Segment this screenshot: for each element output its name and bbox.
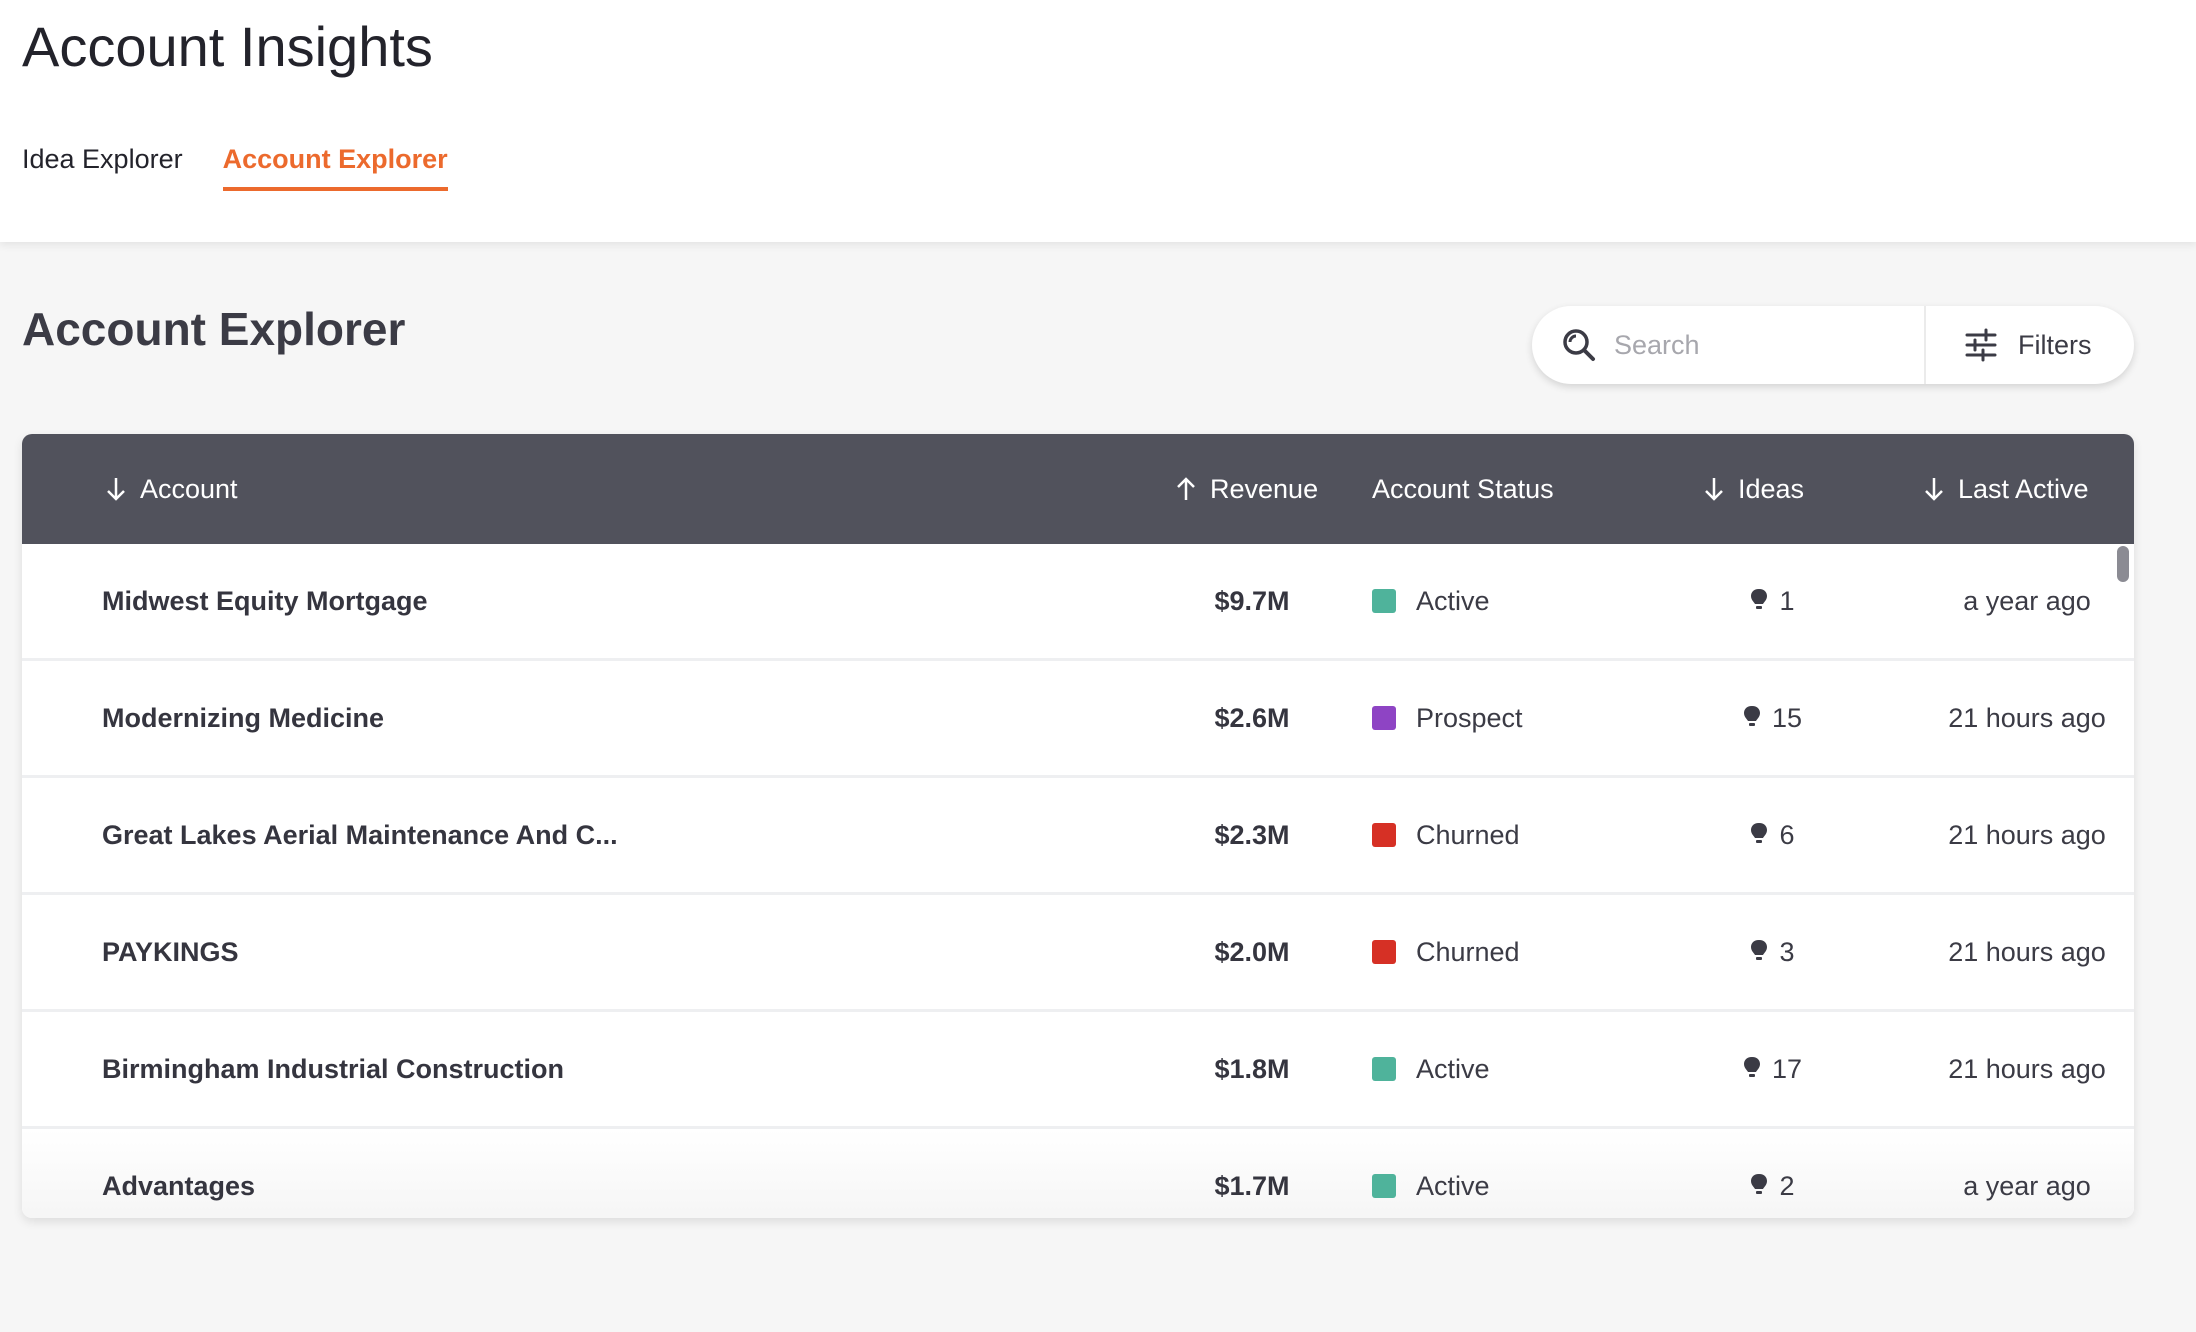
account-status: Prospect <box>1372 661 1523 775</box>
table-header: Account Revenue Account Status Ideas Las… <box>22 434 2134 544</box>
status-swatch <box>1372 823 1396 847</box>
revenue-value: $1.8M <box>1214 1053 1290 1084</box>
last-active: 21 hours ago <box>1948 702 2106 733</box>
sliders-icon <box>1964 328 1998 362</box>
top-header: Account Insights Idea Explorer Account E… <box>0 0 2196 242</box>
arrow-down-icon <box>104 475 128 503</box>
status-label: Churned <box>1416 819 1520 850</box>
account-name[interactable]: Great Lakes Aerial Maintenance And C... <box>102 819 618 850</box>
revenue-value: $2.6M <box>1214 702 1290 733</box>
ideas-count: 1 <box>1692 544 1852 658</box>
lightbulb-icon <box>1742 1055 1762 1083</box>
table-row[interactable]: Birmingham Industrial Construction $1.8M… <box>22 1012 2134 1129</box>
ideas-value: 3 <box>1779 936 1795 967</box>
last-active: 21 hours ago <box>1948 819 2106 850</box>
account-name[interactable]: PAYKINGS <box>102 936 239 967</box>
column-header-last-active[interactable]: Last Active <box>1922 434 2089 544</box>
account-name[interactable]: Birmingham Industrial Construction <box>102 1053 565 1084</box>
tab-account-explorer[interactable]: Account Explorer <box>222 144 448 191</box>
table-row[interactable]: Midwest Equity Mortgage $9.7M Active 1 a… <box>22 544 2134 661</box>
column-header-revenue[interactable]: Revenue <box>1174 434 1318 544</box>
ideas-value: 6 <box>1779 819 1795 850</box>
search-icon <box>1562 328 1596 362</box>
last-active: 21 hours ago <box>1948 936 2106 967</box>
revenue-value: $1.7M <box>1214 1170 1290 1201</box>
status-swatch <box>1372 706 1396 730</box>
ideas-value: 1 <box>1779 585 1795 616</box>
ideas-value: 17 <box>1771 1053 1803 1084</box>
filters-label: Filters <box>2018 329 2092 360</box>
search-filter-bar: Filters <box>1532 306 2134 384</box>
revenue-value: $9.7M <box>1214 585 1290 616</box>
last-active: a year ago <box>1963 585 2091 616</box>
account-status: Churned <box>1372 778 1520 892</box>
accounts-table: Account Revenue Account Status Ideas Las… <box>22 434 2134 1218</box>
status-swatch <box>1372 589 1396 613</box>
table-row[interactable]: PAYKINGS $2.0M Churned 3 21 hours ago <box>22 895 2134 1012</box>
account-status: Active <box>1372 1012 1490 1126</box>
status-label: Active <box>1416 1053 1490 1084</box>
revenue-value: $2.3M <box>1214 819 1290 850</box>
ideas-value: 15 <box>1771 702 1803 733</box>
account-status: Active <box>1372 1129 1490 1218</box>
lightbulb-icon <box>1749 587 1769 615</box>
section-title: Account Explorer <box>22 303 406 355</box>
column-label-last-active: Last Active <box>1958 473 2089 504</box>
table-body: Midwest Equity Mortgage $9.7M Active 1 a… <box>22 544 2134 1218</box>
status-label: Active <box>1416 1170 1490 1201</box>
account-name[interactable]: Advantages <box>102 1170 256 1201</box>
column-header-account[interactable]: Account <box>104 434 238 544</box>
page-title: Account Insights <box>22 15 433 78</box>
tab-idea-explorer[interactable]: Idea Explorer <box>22 144 183 174</box>
status-swatch <box>1372 1174 1396 1198</box>
column-header-ideas[interactable]: Ideas <box>1702 434 1804 544</box>
arrow-down-icon <box>1702 475 1726 503</box>
table-row[interactable]: Great Lakes Aerial Maintenance And C... … <box>22 778 2134 895</box>
table-row[interactable]: Modernizing Medicine $2.6M Prospect 15 2… <box>22 661 2134 778</box>
filters-button[interactable]: Filters <box>1964 328 2092 362</box>
account-name[interactable]: Midwest Equity Mortgage <box>102 585 428 616</box>
scrollbar-thumb[interactable] <box>2117 546 2129 582</box>
account-name[interactable]: Modernizing Medicine <box>102 702 385 733</box>
ideas-count: 15 <box>1692 661 1852 775</box>
column-label-account: Account <box>140 473 238 504</box>
ideas-count: 17 <box>1692 1012 1852 1126</box>
lightbulb-icon <box>1749 821 1769 849</box>
tab-bar: Idea Explorer Account Explorer <box>22 144 488 191</box>
ideas-count: 6 <box>1692 778 1852 892</box>
column-label-ideas: Ideas <box>1738 473 1805 504</box>
account-status: Active <box>1372 544 1490 658</box>
account-status: Churned <box>1372 895 1520 1009</box>
lightbulb-icon <box>1742 704 1762 732</box>
ideas-count: 2 <box>1692 1129 1852 1218</box>
column-label-revenue: Revenue <box>1210 473 1319 504</box>
ideas-value: 2 <box>1779 1170 1795 1201</box>
column-label-account-status: Account Status <box>1372 473 1554 504</box>
ideas-count: 3 <box>1692 895 1852 1009</box>
status-swatch <box>1372 940 1396 964</box>
arrow-down-icon <box>1922 475 1946 503</box>
arrow-up-icon <box>1174 475 1198 503</box>
status-label: Active <box>1416 585 1490 616</box>
last-active: 21 hours ago <box>1948 1053 2106 1084</box>
lightbulb-icon <box>1749 1172 1769 1200</box>
table-scrollbar[interactable] <box>2116 544 2130 1218</box>
lightbulb-icon <box>1749 938 1769 966</box>
status-label: Churned <box>1416 936 1520 967</box>
search-input[interactable] <box>1612 328 1916 362</box>
table-row[interactable]: Advantages $1.7M Active 2 a year ago <box>22 1129 2134 1218</box>
search-box[interactable] <box>1532 306 1926 384</box>
last-active: a year ago <box>1963 1170 2091 1201</box>
column-header-account-status[interactable]: Account Status <box>1372 434 1554 544</box>
revenue-value: $2.0M <box>1214 936 1290 967</box>
status-label: Prospect <box>1416 702 1523 733</box>
status-swatch <box>1372 1057 1396 1081</box>
